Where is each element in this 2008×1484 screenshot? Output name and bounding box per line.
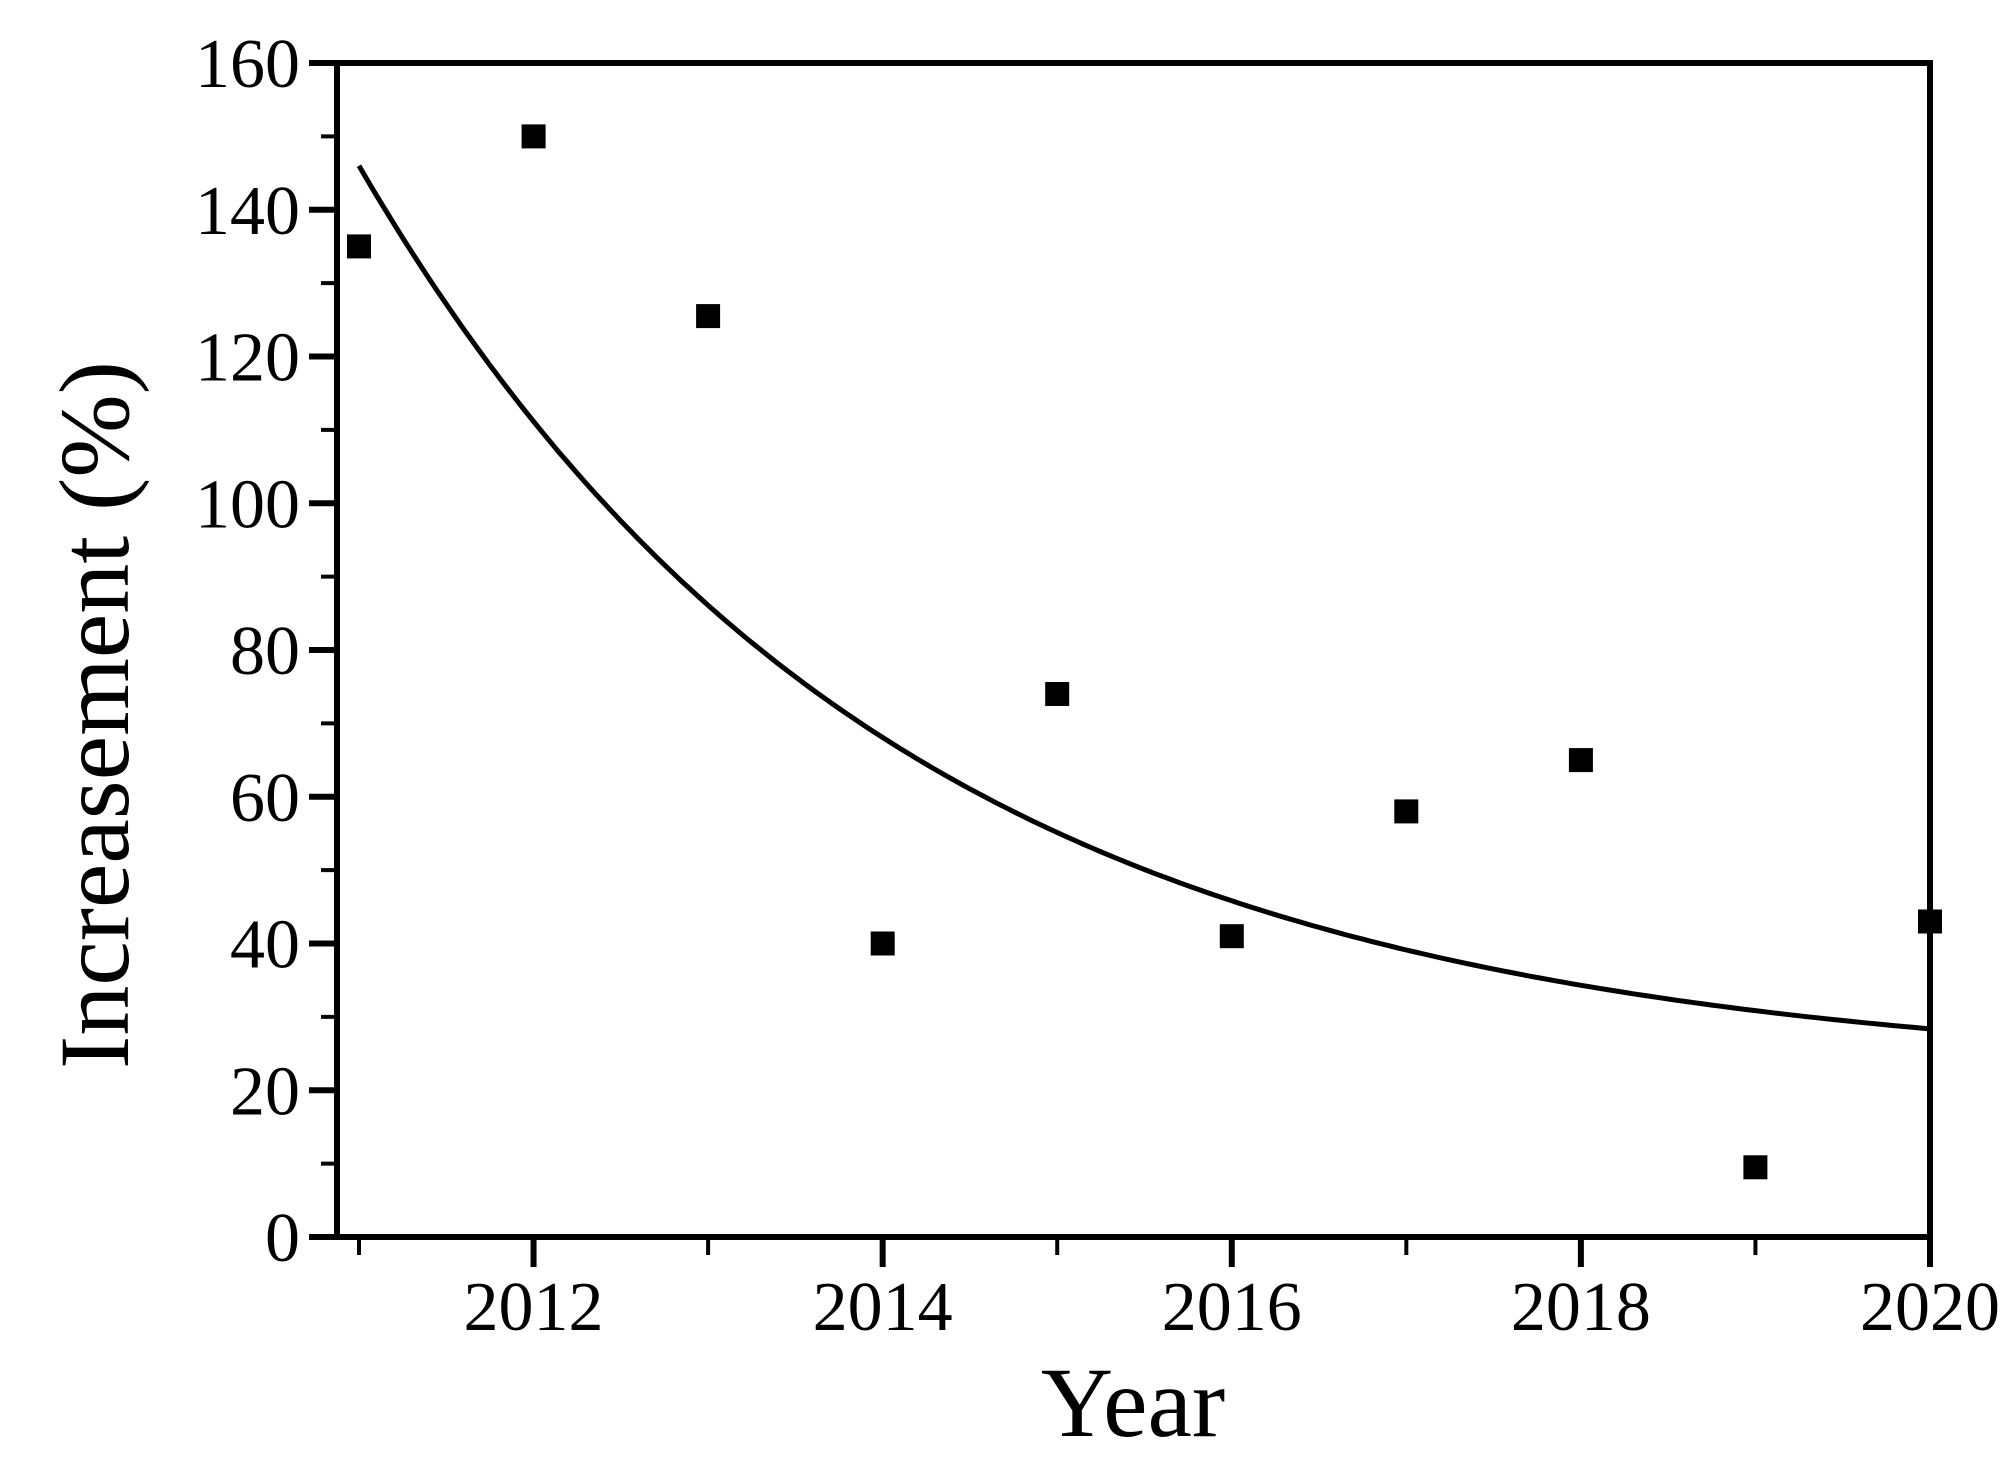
data-point-2016 [1219,924,1244,949]
data-point-2017 [1394,799,1419,824]
x-tick-label: 2020 [1860,1269,2000,1346]
data-point-2011 [347,234,371,259]
y-axis-title: Increasement (%) [39,361,150,1069]
chart-generated-layer: 0 20 40 60 80 100 120 140 160 2012 2014 2016 2018 202… [195,26,2000,1346]
fit-curve-line [356,164,1931,1032]
data-point-2012 [521,124,546,149]
x-tick-label: 2014 [813,1269,953,1346]
data-point-2015 [1045,682,1070,706]
data-point-2014 [870,931,895,956]
data-point-2019 [1743,1155,1768,1180]
y-tick-label: 60 [230,760,300,837]
y-tick-label: 40 [230,907,300,984]
x-tick-label: 2018 [1511,1269,1651,1346]
y-tick-label: 160 [195,26,300,103]
plot-frame [334,60,1933,1240]
x-tick-label: 2012 [464,1269,604,1346]
y-tick-label: 120 [195,320,300,397]
x-tick-label: 2016 [1162,1269,1302,1346]
data-point-2018 [1568,748,1593,773]
y-tick-label: 140 [195,173,300,250]
y-tick-label: 20 [230,1053,300,1130]
y-tick-label: 0 [265,1200,300,1277]
y-tick-label: 80 [230,613,300,690]
y-tick-label: 100 [195,466,300,543]
x-axis-title: Year [1041,1347,1225,1458]
data-point-2013 [696,304,721,329]
